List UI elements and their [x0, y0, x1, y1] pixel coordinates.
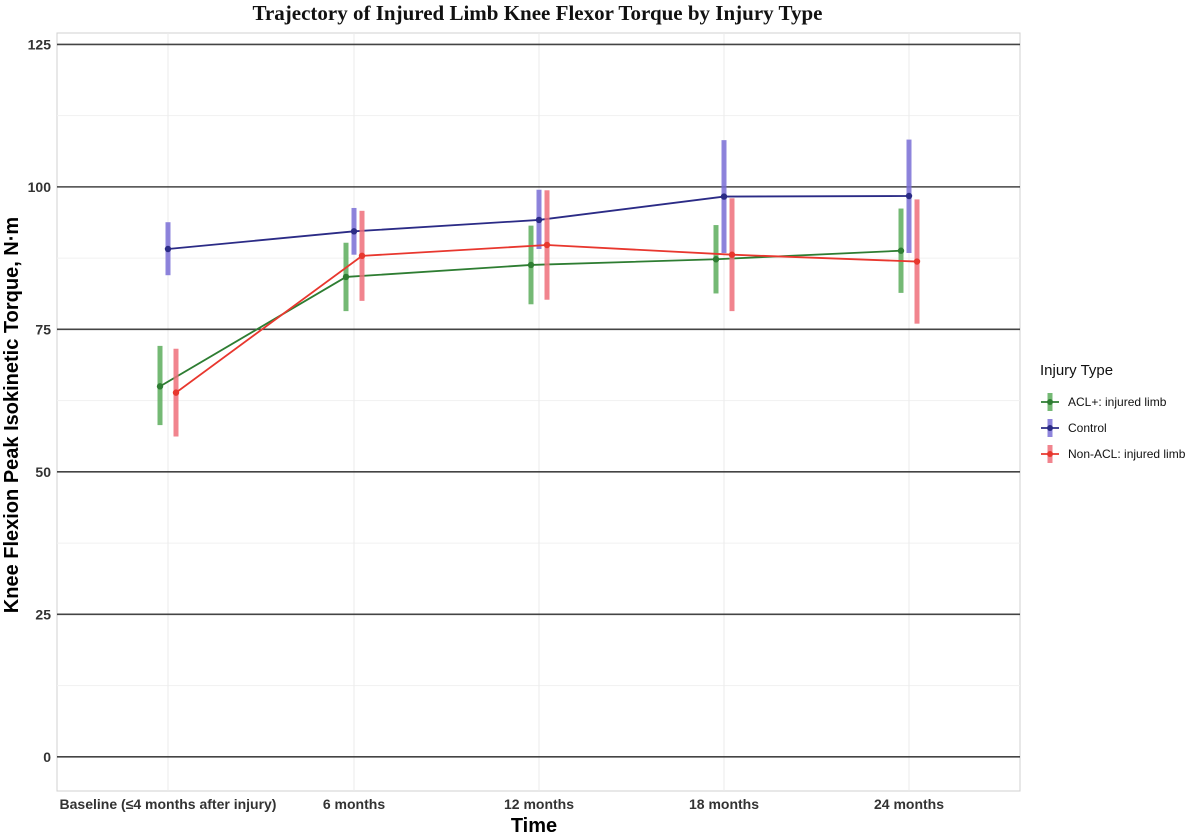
- grid-lines: [56, 32, 1021, 792]
- data-point: [172, 389, 180, 396]
- data-point: [913, 258, 921, 265]
- x-tick-label: 6 months: [323, 796, 385, 812]
- data-point: [535, 216, 543, 224]
- data-point: [358, 252, 366, 260]
- data-point: [527, 261, 535, 269]
- series-layer: [156, 139, 921, 437]
- y-tick-label: 125: [28, 36, 52, 52]
- data-point: [342, 273, 350, 281]
- data-point: [728, 251, 736, 258]
- legend: Injury Type ACL+: injured limb Control Non…: [1040, 362, 1198, 467]
- x-tick-label: Baseline (≤4 months after injury): [60, 796, 277, 812]
- legend-label: ACL+: injured limb: [1068, 395, 1167, 409]
- y-tick-label: 75: [35, 321, 51, 337]
- data-point: [164, 245, 172, 253]
- data-point: [897, 247, 905, 254]
- legend-item: ACL+: injured limb: [1040, 389, 1198, 415]
- series-1: [156, 208, 905, 426]
- legend-title: Injury Type: [1040, 362, 1114, 379]
- legend-items: ACL+: injured limb Control Non-ACL: injure…: [1040, 389, 1198, 467]
- chart-title: Trajectory of Injured Limb Knee Flexor T…: [252, 1, 823, 25]
- y-tick-label: 0: [43, 749, 51, 765]
- data-point: [712, 256, 720, 263]
- x-axis-ticks: Baseline (≤4 months after injury) 6 month…: [60, 796, 945, 812]
- legend-label: Non-ACL: injured limb: [1068, 447, 1186, 461]
- legend-key: [1040, 418, 1060, 438]
- legend-label: Control: [1068, 421, 1107, 435]
- y-tick-label: 100: [28, 179, 52, 195]
- x-tick-label: 18 months: [689, 796, 759, 812]
- y-axis-ticks: 0 25 50 75 100 125: [28, 36, 52, 764]
- legend-key: [1040, 392, 1060, 412]
- legend-key: [1040, 444, 1060, 464]
- legend-item: Control: [1040, 415, 1198, 441]
- y-tick-label: 50: [35, 464, 51, 480]
- x-tick-label: 12 months: [504, 796, 574, 812]
- legend-item: Non-ACL: injured limb: [1040, 441, 1198, 467]
- x-tick-label: 24 months: [874, 796, 944, 812]
- series-3: [172, 190, 921, 437]
- y-tick-label: 25: [35, 606, 51, 622]
- x-axis-title: Time: [511, 815, 557, 834]
- data-point: [720, 193, 728, 200]
- data-point: [543, 241, 551, 249]
- data-point: [350, 228, 358, 235]
- data-point: [156, 383, 164, 390]
- series-2: [164, 139, 913, 276]
- data-point: [905, 192, 913, 200]
- y-axis-title: Knee Flexion Peak Isokinetic Torque, N·m: [1, 217, 23, 613]
